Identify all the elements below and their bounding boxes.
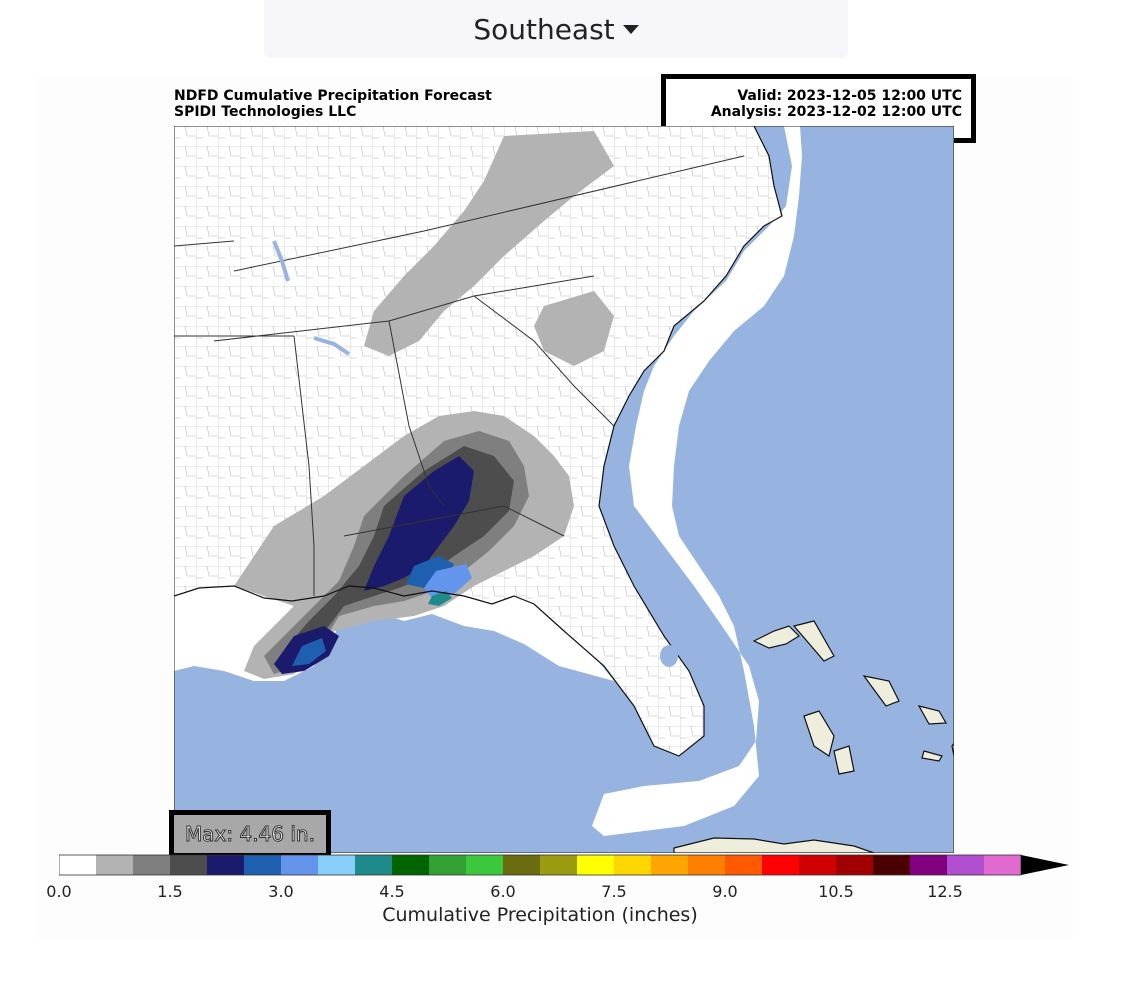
colorbar-tick-label: 9.0	[712, 882, 738, 901]
map-title: NDFD Cumulative Precipitation Forecast SP…	[174, 88, 492, 120]
colorbar-bin	[688, 855, 725, 875]
colorbar-bin	[910, 855, 947, 875]
region-dropdown-label: Southeast	[473, 12, 615, 46]
colorbar-bin	[614, 855, 651, 875]
cuba	[673, 837, 875, 853]
map-title-line2: SPIDI Technologies LLC	[174, 104, 357, 120]
chevron-down-icon	[622, 24, 639, 34]
analysis-time: Analysis: 2023-12-02 12:00 UTC	[710, 104, 962, 120]
colorbar-bin	[651, 855, 688, 875]
region-dropdown[interactable]: Southeast	[264, 0, 848, 58]
colorbar-title: Cumulative Precipitation (inches)	[382, 904, 698, 926]
colorbar-bin	[540, 855, 577, 875]
max-precip-label: Max: 4.46 in.	[185, 822, 316, 847]
valid-time-box: Valid: 2023-12-05 12:00 UTC Analysis: 20…	[661, 74, 976, 143]
colorbar-bin	[96, 855, 133, 875]
colorbar-bin	[836, 855, 873, 875]
colorbar-bin	[429, 855, 466, 875]
coastal-buffer	[592, 126, 802, 836]
colorbar-bin	[577, 855, 614, 875]
lake-barkley	[313, 336, 351, 356]
colorbar-bin	[207, 855, 244, 875]
colorbar-bin	[244, 855, 281, 875]
precip-shading	[234, 131, 614, 679]
colorbar-bin	[466, 855, 503, 875]
colorbar-bin	[281, 855, 318, 875]
colorbar-bin	[799, 855, 836, 875]
precipitation-map	[174, 126, 954, 853]
precip-light-north	[364, 131, 614, 356]
colorbar-bin	[355, 855, 392, 875]
colorbar-bin	[984, 855, 1021, 875]
colorbar-bin	[873, 855, 910, 875]
colorbar	[59, 854, 1069, 876]
colorbar-bin	[170, 855, 207, 875]
colorbar-tick-label: 0.0	[46, 882, 72, 901]
colorbar-bin	[503, 855, 540, 875]
colorbar-bin	[318, 855, 355, 875]
colorbar-bin	[59, 855, 96, 875]
precip-lightblue	[424, 564, 472, 598]
precip-teal-core	[428, 591, 452, 606]
lake-okeechobee	[660, 645, 678, 667]
colorbar-bin	[725, 855, 762, 875]
state-borders	[174, 155, 745, 596]
max-precip-box: Max: 4.46 in.	[169, 810, 331, 858]
lake-kentucky	[272, 240, 290, 282]
colorbar-tick-label: 1.5	[157, 882, 183, 901]
colorbar-tick-label: 12.5	[927, 882, 963, 901]
bahamas	[752, 620, 954, 775]
precip-navy	[364, 456, 474, 591]
colorbar-tick-label: 10.5	[818, 882, 854, 901]
colorbar-bin	[762, 855, 799, 875]
us-coastline	[174, 126, 783, 757]
precip-blue-west	[292, 638, 326, 666]
colorbar-tick-label: 7.5	[601, 882, 627, 901]
colorbar-bin	[947, 855, 984, 875]
colorbar-bin	[392, 855, 429, 875]
precip-light-carolinas	[534, 291, 614, 366]
colorbar-bin	[133, 855, 170, 875]
colorbar-extend-arrow	[1021, 855, 1069, 875]
valid-time: Valid: 2023-12-05 12:00 UTC	[737, 88, 962, 104]
colorbar-tick-label: 3.0	[268, 882, 294, 901]
colorbar-tick-label: 4.5	[379, 882, 405, 901]
map-title-line1: NDFD Cumulative Precipitation Forecast	[174, 88, 492, 104]
colorbar-tick-label: 6.0	[490, 882, 516, 901]
